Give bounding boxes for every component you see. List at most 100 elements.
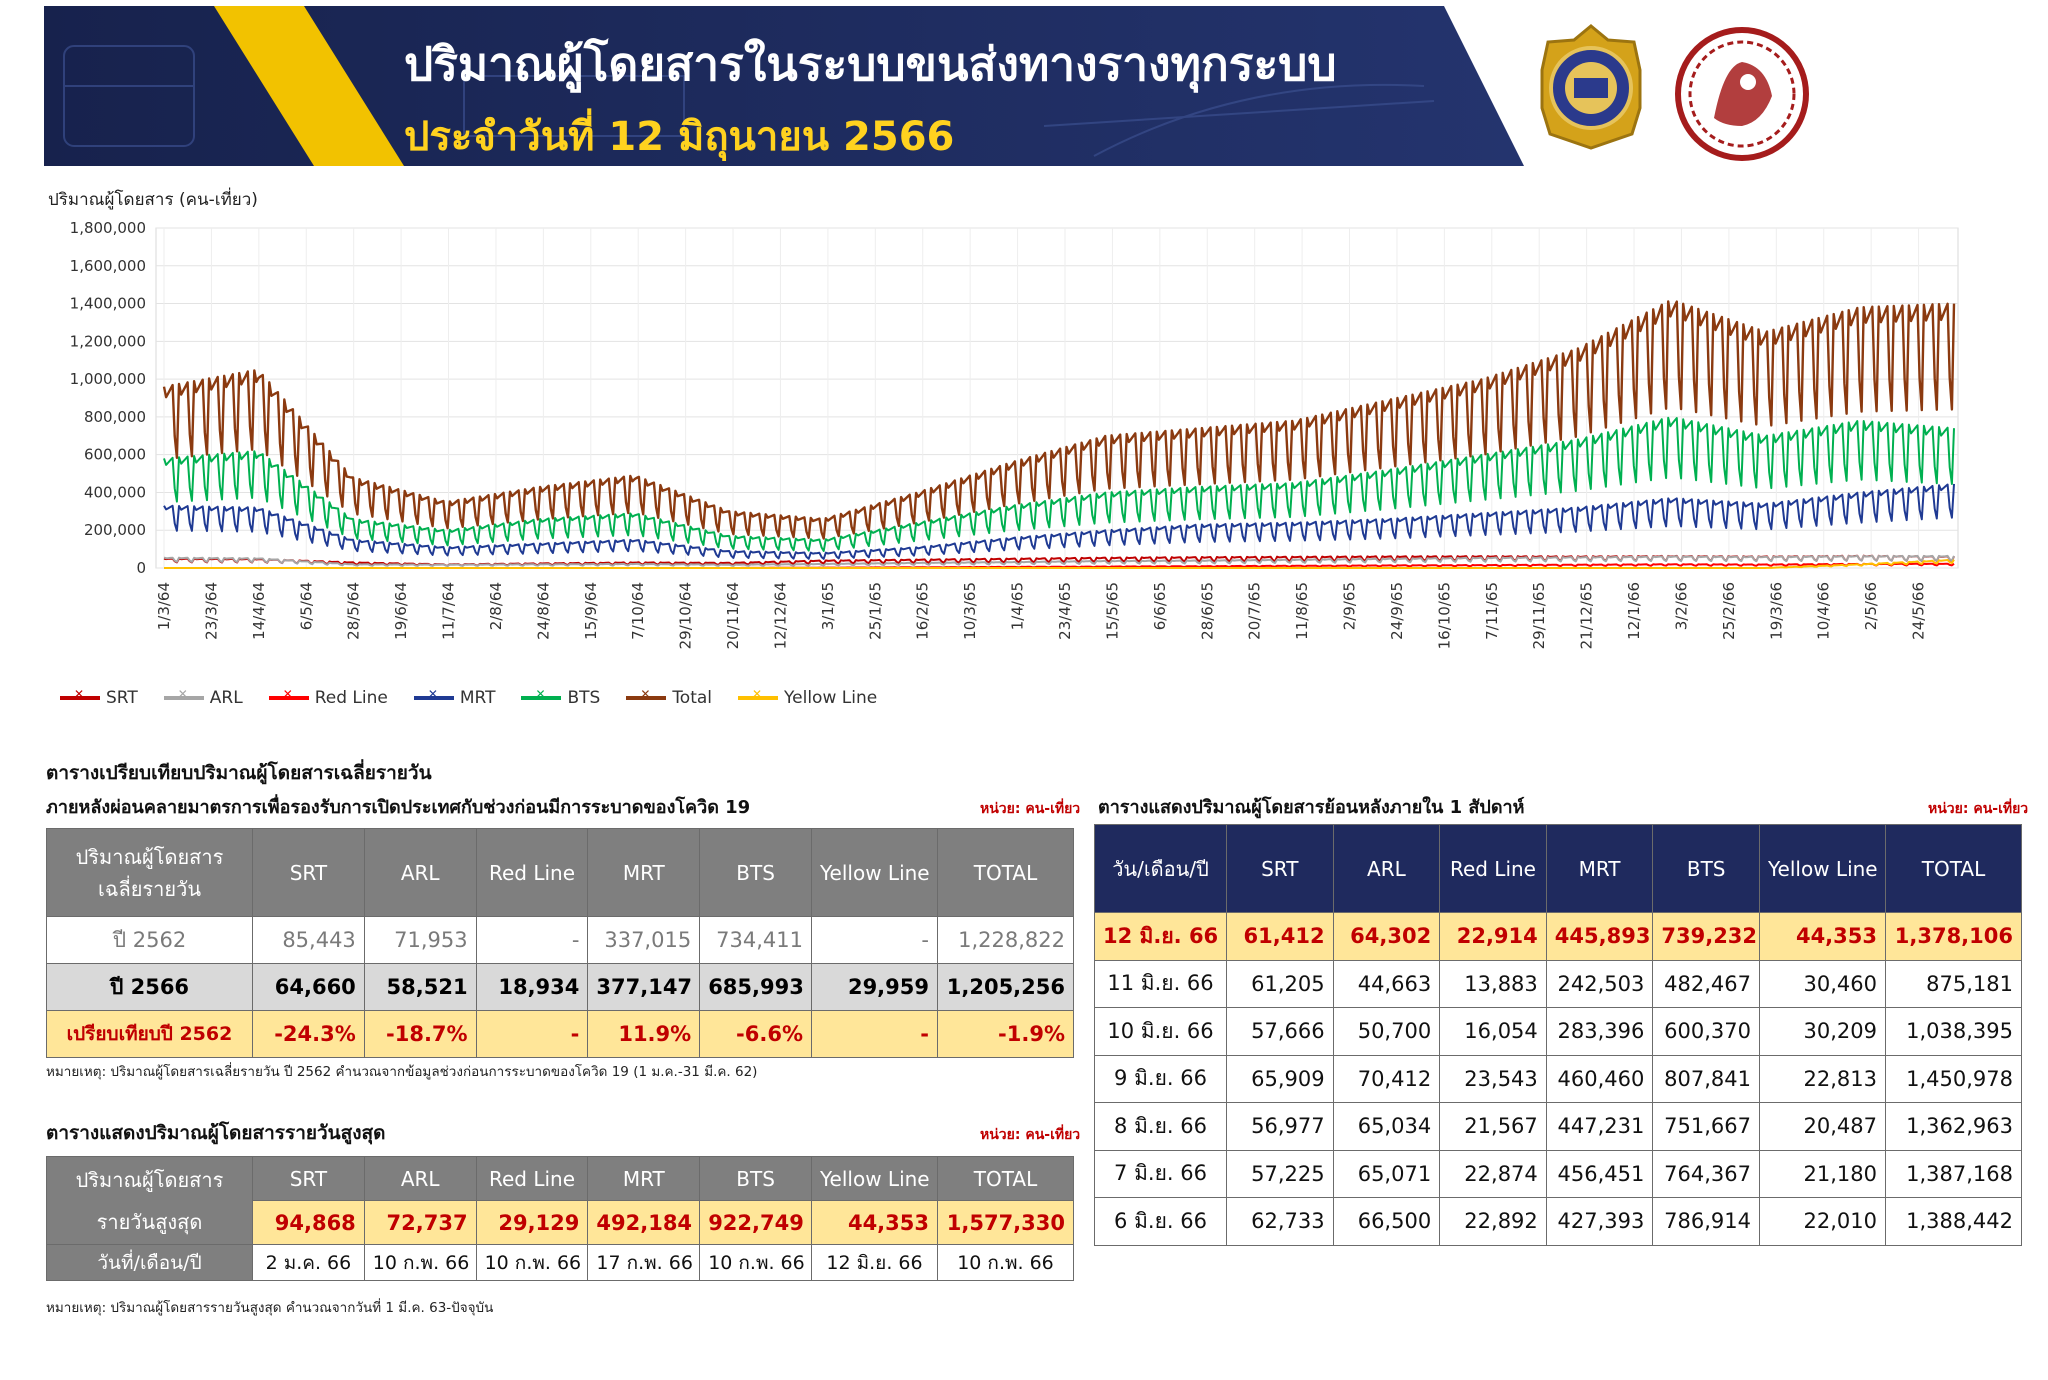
x-tick-label: 25/1/65 bbox=[866, 582, 884, 640]
week-cell: 61,412 bbox=[1226, 912, 1334, 961]
avg-cell: 29,959 bbox=[811, 963, 938, 1011]
max-value-redline: 29,129 bbox=[475, 1200, 589, 1245]
avg-cell: -1.9% bbox=[937, 1010, 1074, 1058]
week-cell: 764,367 bbox=[1652, 1149, 1760, 1198]
avg-cell: 1,228,822 bbox=[937, 916, 1074, 964]
week-cell: 1,387,168 bbox=[1885, 1149, 2022, 1198]
avg-cell: - bbox=[475, 1010, 589, 1058]
avg-cell: 18,934 bbox=[475, 963, 589, 1011]
legend-item: MRT bbox=[413, 687, 496, 708]
legend-swatch bbox=[521, 687, 562, 701]
week-table-heading: ตารางแสดงปริมาณผู้โดยสารย้อนหลังภายใน 1 … bbox=[1098, 797, 1525, 818]
avg-cell: - bbox=[475, 916, 589, 964]
max-value-mrt: 492,184 bbox=[587, 1200, 701, 1245]
legend-item: ARL bbox=[163, 687, 243, 708]
week-cell: 1,450,978 bbox=[1885, 1054, 2022, 1103]
week-cell: 875,181 bbox=[1885, 959, 2022, 1008]
max-col-yellowline: Yellow Line bbox=[811, 1156, 938, 1201]
y-tick-label: 600,000 bbox=[84, 446, 146, 464]
week-cell: 44,663 bbox=[1332, 959, 1441, 1008]
max-value-yellowline: 44,353 bbox=[811, 1200, 938, 1245]
department-seal-logo bbox=[1540, 24, 1642, 150]
avg-table-note: หมายเหตุ: ปริมาณผู้โดยสารเฉลี่ยรายวัน ปี… bbox=[46, 1064, 758, 1080]
avg-table-header-row: ปริมาณผู้โดยสาร เฉลี่ยรายวัน SRT ARL Red… bbox=[46, 828, 1074, 917]
max-col-mrt: MRT bbox=[587, 1156, 701, 1201]
max-value-srt: 94,868 bbox=[252, 1200, 365, 1245]
max-daily-table: ปริมาณผู้โดยสาร รายวันสูงสุด SRT ARL Red… bbox=[46, 1156, 1074, 1281]
max-date-arl: 10 ก.พ. 66 bbox=[363, 1244, 477, 1281]
avg-row-2562: ปี 2562 85,443 71,953-337,015 734,411-1,228… bbox=[46, 916, 1074, 964]
avg-cell: 734,411 bbox=[699, 916, 812, 964]
legend-label: BTS bbox=[567, 688, 601, 708]
week-table-row: 9 มิ.ย. 66 65,909 70,412 23,543 460,460 807,8… bbox=[1094, 1054, 2022, 1103]
week-row-date: 11 มิ.ย. 66 bbox=[1094, 959, 1227, 1008]
max-header-row: ปริมาณผู้โดยสาร รายวันสูงสุด SRT ARL Red… bbox=[46, 1156, 1074, 1245]
max-date-redline: 10 ก.พ. 66 bbox=[475, 1244, 589, 1281]
avg-table-subheading: ภายหลังผ่อนคลายมาตรการเพื่อรองรับการเปิด… bbox=[46, 797, 751, 818]
plot-area bbox=[155, 227, 1959, 569]
max-date-total: 10 ก.พ. 66 bbox=[937, 1244, 1074, 1281]
max-value-bts: 922,749 bbox=[699, 1200, 812, 1245]
avg-col-total: TOTAL bbox=[937, 828, 1074, 917]
week-col-header: BTS bbox=[1652, 824, 1760, 913]
x-tick-label: 14/4/64 bbox=[250, 582, 268, 640]
week-cell: 427,393 bbox=[1545, 1197, 1654, 1246]
week-cell: 242,503 bbox=[1545, 959, 1654, 1008]
legend-swatch bbox=[60, 687, 100, 701]
week-cell: 65,034 bbox=[1332, 1102, 1441, 1151]
weekly-ridership-table: วัน/เดือน/ปี SRT ARL Red Line MRT BTS Yellow L… bbox=[1094, 824, 2022, 1246]
x-tick-label: 28/6/65 bbox=[1198, 582, 1216, 640]
x-tick-label: 16/10/65 bbox=[1435, 582, 1453, 649]
week-cell: 1,362,963 bbox=[1885, 1102, 2022, 1151]
legend-item: Total bbox=[626, 687, 712, 708]
legend-label: MRT bbox=[459, 688, 496, 708]
week-row-date: 12 มิ.ย. 66 bbox=[1094, 912, 1227, 961]
legend-swatch bbox=[163, 687, 204, 701]
x-tick-label: 6/5/64 bbox=[297, 582, 315, 630]
legend-item: Yellow Line bbox=[738, 687, 877, 708]
x-tick-label: 24/5/66 bbox=[1910, 582, 1928, 640]
week-cell: 21,567 bbox=[1439, 1102, 1547, 1151]
max-value-total: 1,577,330 bbox=[937, 1200, 1074, 1245]
x-tick-label: 24/9/65 bbox=[1388, 582, 1406, 640]
x-tick-label: 20/7/65 bbox=[1246, 582, 1264, 640]
x-tick-label: 19/3/66 bbox=[1767, 582, 1785, 640]
x-tick-label: 15/5/65 bbox=[1103, 582, 1121, 640]
week-cell: 70,412 bbox=[1332, 1054, 1441, 1103]
x-tick-label: 1/3/64 bbox=[155, 582, 173, 630]
legend-item: Red Line bbox=[268, 687, 388, 708]
week-table-row: 6 มิ.ย. 66 62,733 66,500 22,892 427,393 786,9… bbox=[1094, 1197, 2022, 1246]
avg-cell: 85,443 bbox=[252, 916, 365, 964]
x-tick-label: 29/10/64 bbox=[677, 582, 695, 649]
week-cell: 22,892 bbox=[1439, 1197, 1547, 1246]
y-tick-label: 800,000 bbox=[84, 408, 146, 426]
week-table-row: 12 มิ.ย. 66 61,412 64,302 22,914 445,893 739,… bbox=[1094, 912, 2022, 961]
series-line-arl bbox=[163, 554, 1955, 567]
avg-cell: 58,521 bbox=[363, 963, 477, 1011]
week-row-date: 7 มิ.ย. 66 bbox=[1094, 1149, 1227, 1198]
week-cell: 1,388,442 bbox=[1885, 1197, 2022, 1246]
x-tick-label: 28/5/64 bbox=[345, 582, 363, 640]
avg-row-2566: ปี 2566 64,660 58,521 18,934 377,147 685,993 2… bbox=[46, 963, 1074, 1011]
week-cell: 44,353 bbox=[1759, 912, 1886, 961]
avg-row-label: เปรียบเทียบปี 2562 bbox=[46, 1010, 253, 1058]
max-col-bts: BTS bbox=[699, 1156, 812, 1201]
avg-col-yellowline: Yellow Line bbox=[811, 828, 938, 917]
week-cell: 20,487 bbox=[1759, 1102, 1886, 1151]
legend-swatch bbox=[626, 687, 667, 701]
ridership-line-chart: 0 200,000 400,000 600,000 800,000 1,000,000 1,… bbox=[40, 182, 1970, 722]
max-corner: ปริมาณผู้โดยสาร รายวันสูงสุด bbox=[46, 1156, 253, 1245]
week-cell: 283,396 bbox=[1545, 1007, 1654, 1056]
legend-label: Red Line bbox=[314, 688, 388, 708]
week-cell: 1,378,106 bbox=[1885, 912, 2022, 961]
header-banner: ปริมาณผู้โดยสารในระบบขนส่งทางรางทุกระบบ … bbox=[44, 6, 1524, 166]
avg-table-heading: ตารางเปรียบเทียบปริมาณผู้โดยสารเฉลี่ยราย… bbox=[46, 762, 432, 784]
avg-cell: 71,953 bbox=[363, 916, 477, 964]
page-title: ปริมาณผู้โดยสารในระบบขนส่งทางรางทุกระบบ bbox=[404, 37, 1337, 91]
x-tick-label: 2/8/64 bbox=[487, 582, 505, 630]
avg-col-bts: BTS bbox=[699, 828, 812, 917]
max-value-row: 94,868 72,737 29,129 492,184 922,749 44,… bbox=[47, 1200, 1074, 1245]
week-cell: 61,205 bbox=[1226, 959, 1334, 1008]
week-cell: 30,209 bbox=[1759, 1007, 1886, 1056]
series-line-mrt bbox=[163, 483, 1955, 560]
